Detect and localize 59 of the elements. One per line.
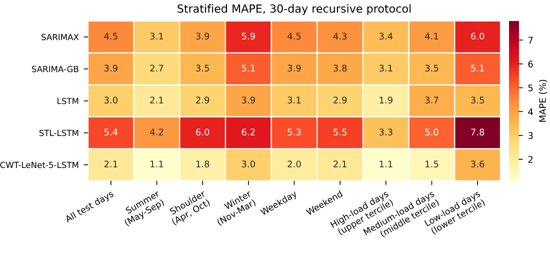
data-label: 3.5 <box>196 64 209 72</box>
data-label: 2.1 <box>150 96 164 104</box>
data-label: 3.8 <box>334 64 347 72</box>
y-tick-label: STL-LSTM <box>39 130 78 136</box>
data-label: 6.0 <box>196 128 210 136</box>
data-label: 6.0 <box>471 32 484 40</box>
data-label: 5.4 <box>104 128 118 136</box>
color-bar-label: 3 <box>528 132 533 140</box>
data-label: 3.9 <box>288 64 301 72</box>
data-label: 5.1 <box>242 64 255 72</box>
data-label: 3.4 <box>379 32 393 40</box>
color-bar-label: 4 <box>528 108 533 116</box>
color-bar-label: 7 <box>528 36 533 44</box>
data-label: 4.3 <box>333 32 347 40</box>
data-label: 3.9 <box>104 64 118 72</box>
data-label: 4.5 <box>288 32 301 40</box>
data-label: 1.8 <box>196 160 210 168</box>
data-label: 3.5 <box>425 64 438 72</box>
color-bar-title: MAPE (%) <box>538 80 548 122</box>
data-label: 1.1 <box>150 160 164 168</box>
data-label: 5.0 <box>425 128 438 136</box>
y-tick-label: CWT-LeNet-5-LSTM <box>0 162 78 168</box>
data-label: 3.7 <box>425 96 438 104</box>
data-label: 1.5 <box>426 160 438 168</box>
data-label: 3.9 <box>196 32 210 40</box>
data-label: 3.9 <box>242 96 255 104</box>
data-label: 2.1 <box>334 160 346 168</box>
data-label: 5.3 <box>288 128 301 136</box>
data-label: 3.5 <box>471 96 484 104</box>
data-label: 4.2 <box>150 128 164 136</box>
data-label: 5.1 <box>471 64 484 72</box>
data-label: 3.1 <box>150 32 164 40</box>
data-label: 1.1 <box>380 160 392 168</box>
data-label: 4.1 <box>425 32 438 40</box>
y-tick-label: SARIMA-GB <box>32 66 78 72</box>
data-label: 2.9 <box>334 96 347 104</box>
data-label: 2.1 <box>104 160 118 168</box>
data-label: 1.9 <box>380 96 392 104</box>
data-label: 2.7 <box>150 64 164 72</box>
data-label: 3.0 <box>242 160 255 168</box>
color-bar-label: 2 <box>528 156 533 163</box>
data-label: 3.1 <box>288 96 301 104</box>
chart-title: Stratified MAPE, 30-day recursive protocol <box>178 4 411 15</box>
data-label: 3.3 <box>379 128 392 136</box>
data-label: 3.1 <box>379 64 392 72</box>
data-label: 6.2 <box>242 128 255 136</box>
color-bar-label: 6 <box>528 60 533 68</box>
data-label: 5.5 <box>334 128 346 136</box>
data-label: 7.8 <box>471 128 484 136</box>
data-label: 3.6 <box>471 160 484 168</box>
y-tick-label: SARIMAX <box>42 34 79 40</box>
data-label: 2.0 <box>288 160 301 168</box>
data-label: 2.9 <box>196 96 210 104</box>
color-bar-label: 5 <box>528 84 533 92</box>
y-tick-label: LSTM <box>58 98 78 104</box>
data-label: 3.0 <box>104 96 118 104</box>
data-label: 5.9 <box>242 32 255 40</box>
x-tick-label: All test days <box>64 190 115 224</box>
data-label: 4.5 <box>104 32 118 40</box>
